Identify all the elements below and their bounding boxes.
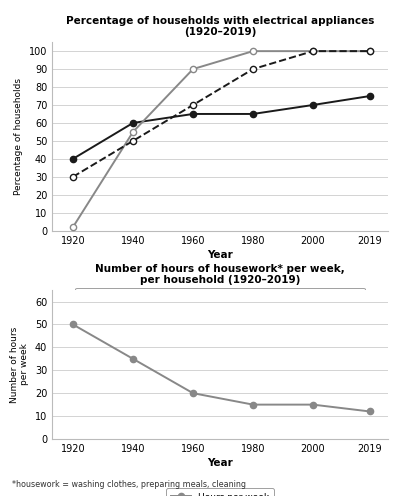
Legend: Hours per week: Hours per week	[166, 488, 274, 496]
Y-axis label: Percentage of households: Percentage of households	[14, 78, 23, 195]
Legend: Washing machine, Refrigerator, Vacuum cleaner: Washing machine, Refrigerator, Vacuum cl…	[75, 288, 365, 305]
Title: Percentage of households with electrical appliances
(1920–2019): Percentage of households with electrical…	[66, 15, 374, 37]
X-axis label: Year: Year	[207, 458, 233, 468]
Text: *housework = washing clothes, preparing meals, cleaning: *housework = washing clothes, preparing …	[12, 480, 246, 489]
Title: Number of hours of housework* per week,
per household (1920–2019): Number of hours of housework* per week, …	[95, 263, 345, 285]
Y-axis label: Number of hours
per week: Number of hours per week	[10, 326, 29, 403]
X-axis label: Year: Year	[207, 249, 233, 260]
